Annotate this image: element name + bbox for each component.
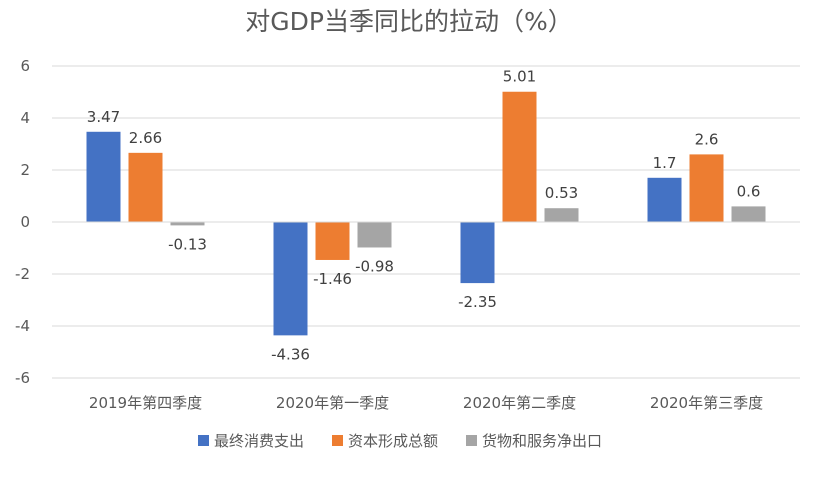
legend-label: 货物和服务净出口 <box>482 432 602 450</box>
y-tick-label: -2 <box>15 265 30 283</box>
bars <box>52 91 800 336</box>
bar <box>170 222 205 226</box>
y-tick-label: 0 <box>20 213 30 231</box>
bar <box>273 222 308 336</box>
bar <box>86 131 121 222</box>
data-label: -1.46 <box>313 270 352 288</box>
y-tick-label: 6 <box>20 57 30 75</box>
data-label: 0.6 <box>737 182 761 200</box>
bar <box>128 152 163 222</box>
data-label: -0.98 <box>355 257 394 275</box>
x-category-label: 2019年第四季度 <box>89 394 202 412</box>
legend: 最终消费支出 资本形成总额 货物和服务净出口 <box>198 432 602 450</box>
y-tick-label: 2 <box>20 161 30 179</box>
y-tick-label: -4 <box>15 317 30 335</box>
data-label: 3.47 <box>87 108 120 126</box>
legend-label: 资本形成总额 <box>348 432 438 450</box>
bar <box>689 154 724 222</box>
bar <box>731 206 766 222</box>
data-label: -4.36 <box>271 345 310 363</box>
bar <box>315 222 350 260</box>
y-axis-ticks: 6 4 2 0 -2 -4 -6 <box>15 57 30 387</box>
bar <box>357 222 392 248</box>
legend-label: 最终消费支出 <box>214 432 304 450</box>
y-tick-label: -6 <box>15 369 30 387</box>
bar <box>647 177 682 222</box>
data-label: 5.01 <box>503 68 536 86</box>
bar <box>544 208 579 222</box>
bar <box>460 222 495 284</box>
data-label: -2.35 <box>458 293 497 311</box>
chart-title: 对GDP当季同比的拉动（%） <box>245 7 572 36</box>
bar <box>502 91 537 223</box>
legend-swatch <box>332 435 343 446</box>
legend-swatch <box>466 435 477 446</box>
legend-swatch <box>198 435 209 446</box>
x-category-label: 2020年第一季度 <box>276 394 389 412</box>
y-tick-label: 4 <box>20 109 30 127</box>
x-category-label: 2020年第二季度 <box>463 394 576 412</box>
x-axis-categories: 2019年第四季度 2020年第一季度 2020年第二季度 2020年第三季度 <box>89 394 763 412</box>
data-label: -0.13 <box>168 235 207 253</box>
data-labels: 3.47 2.66 -0.13 -4.36 -1.46-0.98 -2.35 5.01 0.5… <box>87 68 761 364</box>
x-category-label: 2020年第三季度 <box>650 394 763 412</box>
data-label: 2.66 <box>129 129 162 147</box>
data-label: 0.53 <box>545 184 578 202</box>
data-label: 2.6 <box>695 130 719 148</box>
data-label: 1.7 <box>653 154 677 172</box>
